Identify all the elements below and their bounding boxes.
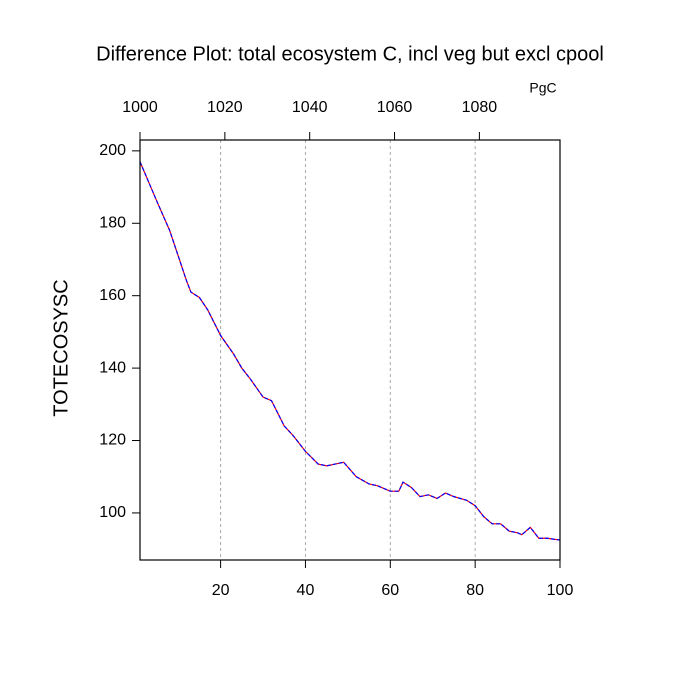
x-tick-label: 40 <box>297 582 315 599</box>
chart-title: Difference Plot: total ecosystem C, incl… <box>96 43 604 65</box>
x2-tick-label: 1040 <box>292 99 328 116</box>
x-tick-label: 20 <box>212 582 230 599</box>
x2-tick-label: 1080 <box>462 99 498 116</box>
x-tick-label: 60 <box>381 582 399 599</box>
y-tick-label: 100 <box>99 504 126 521</box>
data-line <box>139 161 561 541</box>
x2-unit-label: PgC <box>529 80 556 96</box>
plot-frame <box>139 139 561 561</box>
y-tick-label: 140 <box>99 359 126 376</box>
x2-tick-label: 1020 <box>207 99 243 116</box>
x2-tick-label: 1060 <box>377 99 413 116</box>
y-tick-label: 200 <box>99 142 126 159</box>
y-tick-label: 160 <box>99 287 126 304</box>
x-tick-label: 80 <box>466 582 484 599</box>
y-tick-label: 180 <box>99 214 126 231</box>
y-axis-label: TOTECOSYSC <box>50 279 72 416</box>
x-tick-label: 100 <box>547 582 574 599</box>
data-line <box>139 161 561 541</box>
x2-tick-label: 1000 <box>122 99 158 116</box>
y-tick-label: 120 <box>99 432 126 449</box>
